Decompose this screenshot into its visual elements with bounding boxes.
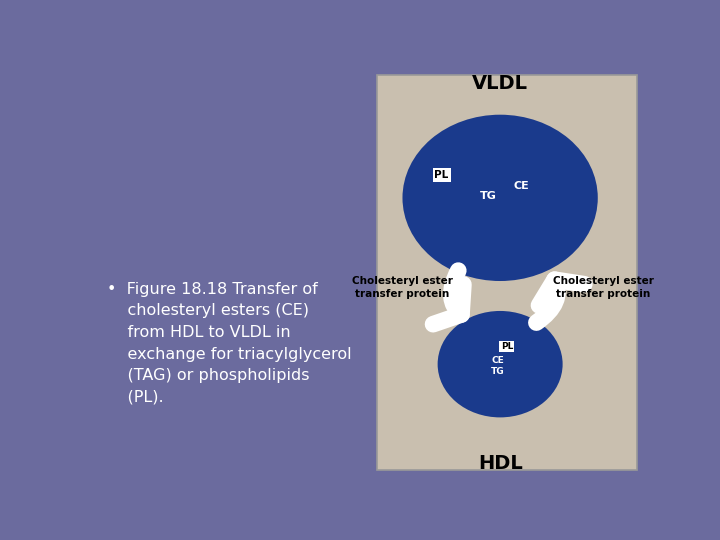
- Text: PL: PL: [500, 342, 513, 351]
- Ellipse shape: [488, 350, 513, 378]
- Text: PL: PL: [434, 170, 449, 180]
- Ellipse shape: [480, 347, 521, 382]
- FancyArrowPatch shape: [433, 271, 464, 324]
- Ellipse shape: [449, 319, 552, 409]
- Text: •  Figure 18.18 Transfer of
    cholesteryl esters (CE)
    from HDL to VLDL in
: • Figure 18.18 Transfer of cholesteryl e…: [107, 282, 351, 405]
- Ellipse shape: [462, 165, 538, 231]
- Ellipse shape: [433, 140, 567, 255]
- FancyBboxPatch shape: [377, 75, 637, 470]
- Ellipse shape: [418, 127, 582, 268]
- Ellipse shape: [471, 164, 529, 232]
- Text: TG: TG: [491, 367, 505, 376]
- Ellipse shape: [438, 311, 562, 417]
- Text: Cholesteryl ester
transfer protein: Cholesteryl ester transfer protein: [352, 275, 453, 299]
- Ellipse shape: [450, 155, 550, 241]
- Text: TG: TG: [480, 191, 496, 201]
- Text: VLDL: VLDL: [472, 74, 528, 93]
- Ellipse shape: [469, 338, 531, 390]
- FancyArrowPatch shape: [536, 280, 585, 322]
- Text: CE: CE: [492, 356, 504, 366]
- Ellipse shape: [459, 328, 541, 400]
- Text: HDL: HDL: [478, 454, 523, 472]
- Text: Cholesteryl ester
transfer protein: Cholesteryl ester transfer protein: [553, 275, 654, 299]
- Ellipse shape: [402, 114, 598, 281]
- Text: CE: CE: [513, 181, 529, 191]
